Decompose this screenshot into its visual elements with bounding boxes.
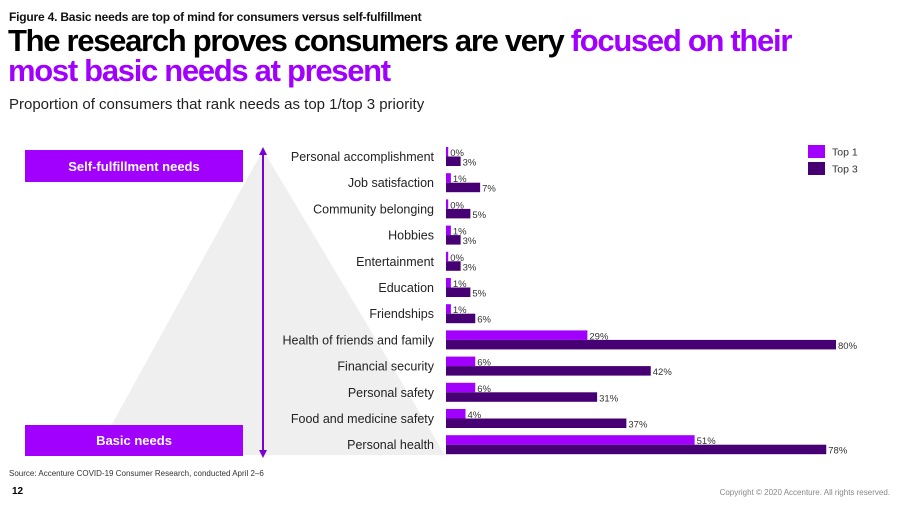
category-label: Health of friends and family xyxy=(283,333,435,347)
value-label-top1: 29% xyxy=(589,331,609,342)
value-label-top1: 0% xyxy=(450,148,464,159)
headline-line2: most basic needs at present xyxy=(8,53,391,88)
value-label-top1: 6% xyxy=(477,384,491,395)
source-note: Source: Accenture COVID-19 Consumer Rese… xyxy=(9,469,264,478)
self-fulfillment-box xyxy=(25,150,243,182)
bar-top1 xyxy=(446,435,695,445)
value-label-top3: 5% xyxy=(472,289,486,300)
value-label-top3: 78% xyxy=(828,446,848,457)
basic-needs-label: Basic needs xyxy=(96,433,172,448)
basic-needs-box xyxy=(25,425,243,456)
bar-top3 xyxy=(446,444,827,455)
bar-top3 xyxy=(446,313,476,324)
category-label: Food and medicine safety xyxy=(291,412,435,426)
bar-top1 xyxy=(446,225,451,236)
bar-top1 xyxy=(446,304,451,314)
bar-top3 xyxy=(446,235,461,245)
bar-top3 xyxy=(446,182,481,193)
bar-top1 xyxy=(446,409,466,419)
arrow-down-icon xyxy=(259,450,267,458)
category-label: Entertainment xyxy=(356,255,434,269)
bar-top1 xyxy=(446,356,476,367)
bar-top3 xyxy=(446,339,836,350)
legend-swatch-top3 xyxy=(808,162,825,175)
bar-top1 xyxy=(446,173,451,183)
category-label: Hobbies xyxy=(388,229,434,243)
category-label: Financial security xyxy=(337,360,434,374)
page-number: 12 xyxy=(12,486,24,497)
pyramid-shape xyxy=(95,150,445,455)
bar-top1 xyxy=(446,330,588,340)
bar-top1 xyxy=(446,251,449,262)
value-label-top3: 37% xyxy=(628,420,648,431)
category-label: Education xyxy=(378,281,434,295)
headline-part1: The research proves consumers are very xyxy=(8,23,571,58)
value-label-top1: 1% xyxy=(453,174,467,185)
category-label: Friendships xyxy=(369,307,434,321)
legend-label-top1: Top 1 xyxy=(832,147,858,159)
value-label-top3: 3% xyxy=(463,262,477,273)
category-label: Personal accomplishment xyxy=(291,150,435,164)
category-label: Community belonging xyxy=(313,202,434,216)
bar-top3 xyxy=(446,366,651,376)
figure-label: Figure 4. Basic needs are top of mind fo… xyxy=(9,10,422,24)
value-label-top3: 31% xyxy=(599,393,619,404)
value-label-top1: 1% xyxy=(453,279,467,290)
value-label-top3: 42% xyxy=(653,367,673,378)
value-label-top1: 0% xyxy=(450,200,464,211)
bar-top3 xyxy=(446,208,471,219)
bar-top3 xyxy=(446,392,598,402)
value-label-top1: 4% xyxy=(468,410,482,421)
arrow-up-icon xyxy=(259,147,267,155)
value-label-top3: 3% xyxy=(463,236,477,247)
value-label-top1: 1% xyxy=(453,227,467,238)
value-label-top3: 7% xyxy=(482,184,496,195)
value-label-top3: 5% xyxy=(472,210,486,221)
chart-subtitle: Proportion of consumers that rank needs … xyxy=(9,96,425,113)
bar-top1 xyxy=(446,382,476,393)
value-label-top1: 51% xyxy=(697,436,717,447)
bar-top1 xyxy=(446,147,449,157)
legend-swatch-top1 xyxy=(808,145,825,158)
copyright-text: Copyright © 2020 Accenture. All rights r… xyxy=(719,488,890,497)
category-label: Personal safety xyxy=(348,386,435,400)
bar-top1 xyxy=(446,199,449,209)
bar-top1 xyxy=(446,278,451,288)
bar-top3 xyxy=(446,418,627,428)
value-label-top1: 0% xyxy=(450,253,464,264)
value-label-top3: 80% xyxy=(838,341,858,352)
bar-top3 xyxy=(446,287,471,297)
value-label-top3: 6% xyxy=(477,315,491,326)
value-label-top1: 6% xyxy=(477,358,491,369)
headline: The research proves consumers are very f… xyxy=(8,23,793,88)
legend-label-top3: Top 3 xyxy=(832,164,858,176)
self-fulfillment-label: Self-fulfillment needs xyxy=(68,159,199,174)
headline-highlight: focused on their xyxy=(570,23,793,58)
bar-top3 xyxy=(446,156,461,166)
bar-top3 xyxy=(446,261,461,271)
category-label: Personal health xyxy=(347,438,434,452)
category-label: Job satisfaction xyxy=(348,176,434,190)
value-label-top1: 1% xyxy=(453,305,467,316)
value-label-top3: 3% xyxy=(463,158,477,169)
